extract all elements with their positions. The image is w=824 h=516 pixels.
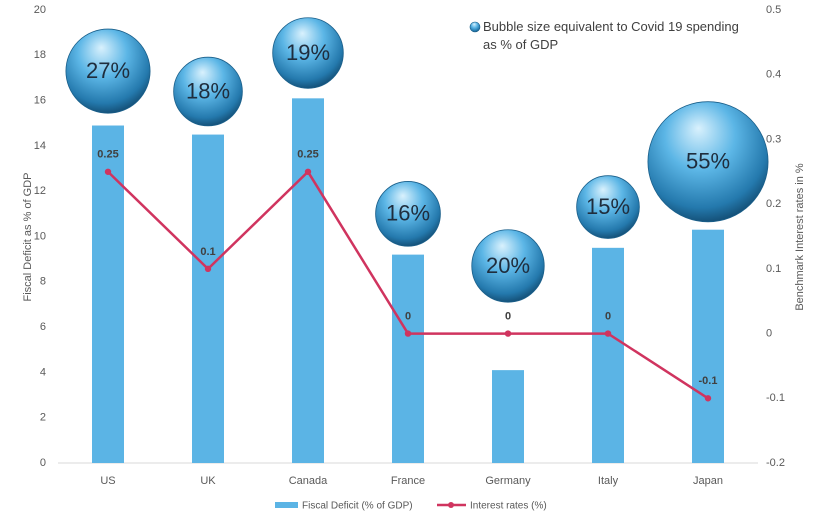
y-tick-label: 20	[34, 4, 46, 16]
bar	[92, 125, 124, 463]
legend-swatch	[275, 502, 298, 508]
x-tick-label: Italy	[598, 475, 619, 487]
x-tick-label: UK	[200, 475, 216, 487]
bubble	[272, 17, 344, 89]
line-marker	[204, 265, 212, 273]
y2-tick-label: -0.1	[766, 392, 785, 404]
legend-label: Interest rates (%)	[470, 501, 547, 512]
y-tick-label: 10	[34, 230, 46, 242]
y-tick-label: 0	[40, 457, 46, 469]
bubble-label: 15%	[586, 194, 630, 219]
bar	[592, 247, 624, 463]
bar	[392, 254, 424, 463]
y-tick-label: 16	[34, 95, 46, 107]
y2-tick-label: 0	[766, 327, 772, 339]
y2-tick-label: 0.2	[766, 198, 781, 210]
line-marker	[504, 330, 512, 337]
line-marker	[404, 330, 412, 337]
bubble	[173, 56, 243, 127]
bubble-label: 18%	[186, 78, 230, 103]
y-tick-label: 2	[40, 412, 46, 424]
data-label: 0	[605, 310, 611, 322]
bubble-legend: Bubble size equivalent to Covid 19 spend…	[483, 19, 739, 52]
y-axis-label: Fiscal Deficit as % of GDP	[22, 173, 34, 302]
legend-swatch	[469, 21, 481, 33]
bubble	[375, 181, 441, 247]
y2-axis-label: Benchmark Interest rates in %	[794, 163, 806, 311]
bar	[492, 370, 524, 463]
bubble	[647, 101, 769, 223]
bar	[692, 229, 724, 463]
legend-swatch	[448, 502, 454, 508]
bubble-label: 27%	[86, 58, 130, 83]
line-marker	[104, 168, 112, 175]
bubble-label: 19%	[286, 40, 330, 65]
line-marker	[604, 330, 612, 337]
bubble	[65, 28, 151, 114]
legend-label: Fiscal Deficit (% of GDP)	[302, 501, 413, 512]
line-marker	[704, 395, 712, 402]
y-tick-label: 12	[34, 185, 46, 197]
y-tick-label: 4	[40, 366, 46, 378]
bubble-label: 55%	[686, 149, 730, 174]
y-tick-label: 6	[40, 321, 46, 333]
data-label: -0.1	[699, 375, 718, 387]
bubble	[471, 229, 545, 303]
data-label: 0	[405, 310, 411, 322]
bubble-label: 20%	[486, 253, 530, 278]
y-tick-label: 14	[34, 140, 46, 152]
x-tick-label: Germany	[485, 475, 531, 487]
x-tick-label: Japan	[693, 475, 723, 487]
line-marker	[304, 168, 312, 175]
y2-tick-label: 0.3	[766, 133, 781, 145]
bubble	[576, 175, 640, 239]
y-tick-label: 8	[40, 276, 46, 288]
x-tick-label: US	[100, 475, 115, 487]
y2-tick-label: 0.4	[766, 69, 781, 81]
data-label: 0.25	[97, 149, 118, 161]
y2-tick-label: 0.5	[766, 4, 781, 16]
bar	[292, 98, 324, 464]
data-label: 0	[505, 310, 511, 322]
y-tick-label: 18	[34, 49, 46, 61]
bubble-label: 16%	[386, 201, 430, 226]
y2-tick-label: -0.2	[766, 457, 785, 469]
data-label: 0.25	[297, 149, 318, 161]
x-tick-label: Canada	[289, 475, 328, 487]
data-label: 0.1	[200, 246, 215, 258]
y2-tick-label: 0.1	[766, 263, 781, 275]
bar	[192, 134, 224, 463]
x-tick-label: France	[391, 475, 425, 487]
